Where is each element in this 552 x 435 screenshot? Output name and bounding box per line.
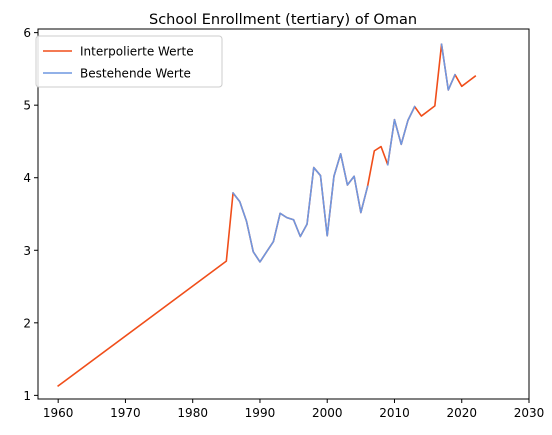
plot-frame <box>37 28 530 400</box>
x-tick-label: 1970 <box>110 406 141 420</box>
x-tick-label: 1980 <box>177 406 208 420</box>
y-tick-label: 3 <box>23 244 31 258</box>
legend-box <box>35 35 223 88</box>
series-layer <box>57 43 477 388</box>
chart-title: School Enrollment (tertiary) of Oman <box>149 12 417 28</box>
x-axis: 1960 1970 1980 1990 2000 2010 2020 2030 <box>43 399 544 420</box>
legend: Interpolierte Werte Bestehende Werte <box>35 35 223 88</box>
y-tick-label: 1 <box>23 389 31 403</box>
series-line-interpolated <box>57 43 477 388</box>
y-tick-label: 5 <box>23 99 31 113</box>
y-tick-label: 2 <box>23 316 31 330</box>
x-tick-label: 2010 <box>379 406 410 420</box>
legend-label-interpolated: Interpolierte Werte <box>80 45 194 59</box>
x-tick-label: 2030 <box>514 406 545 420</box>
legend-label-existing: Bestehende Werte <box>80 67 191 81</box>
x-tick-label: 1960 <box>43 406 74 420</box>
x-tick-label: 2020 <box>446 406 477 420</box>
series-line-existing <box>231 43 457 263</box>
y-tick-label: 4 <box>23 171 31 185</box>
y-tick-label: 6 <box>23 26 31 40</box>
y-axis: 1 2 3 4 5 6 <box>23 26 38 403</box>
x-tick-label: 1990 <box>245 406 276 420</box>
x-tick-label: 2000 <box>312 406 343 420</box>
